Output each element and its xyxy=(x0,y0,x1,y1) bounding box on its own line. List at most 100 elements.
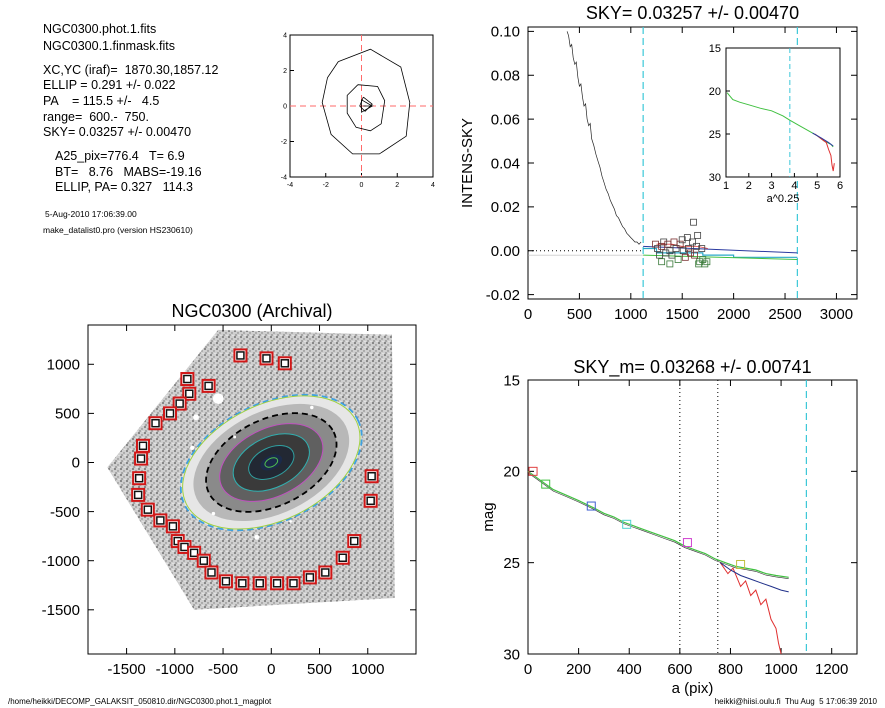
sky-x-tick-label: 500 xyxy=(567,306,592,323)
sky-sample-square xyxy=(666,260,674,268)
mask-box-inner xyxy=(199,556,209,565)
sky-y-tick-label: -0.02 xyxy=(486,287,520,304)
mag-x-tick-label: 0 xyxy=(524,661,532,678)
mag-marker-square xyxy=(586,501,596,511)
intensity-profile-line xyxy=(566,31,642,245)
galaxy-y-tick-label: 1000 xyxy=(47,357,80,374)
mask-box-inner xyxy=(221,577,231,586)
inset-y-tick-label: 25 xyxy=(709,129,721,141)
mask-box-inner xyxy=(175,399,184,408)
contour-x-tick-label: 0 xyxy=(360,182,364,189)
mag-green-profile xyxy=(527,470,789,578)
mask-box-inner xyxy=(366,496,375,506)
sky-sample-square xyxy=(690,218,697,226)
sky-sample-square xyxy=(683,234,691,241)
footer-signature: heikki@hiisi.oulu.fi Thu Aug 5 17:06:39 … xyxy=(714,697,877,706)
sky-x-tick-label: 0 xyxy=(524,306,532,323)
sky-sample-square xyxy=(674,256,682,263)
galaxy-field xyxy=(107,329,395,610)
mag-marker-square xyxy=(736,559,746,569)
info-line: range= 600.- 750. xyxy=(43,110,149,124)
mag-y-tick-label: 15 xyxy=(503,372,520,389)
inset-x-tick-label: 1 xyxy=(723,180,729,192)
mask-box-inner xyxy=(189,548,199,558)
mag-red-profile xyxy=(719,562,782,655)
footer-path: /home/heikki/DECOMP_GALAKSIT_050810.dir/… xyxy=(8,697,272,706)
isophote-ellipse xyxy=(219,423,324,502)
isophote-contour xyxy=(321,48,411,155)
contour-y-tick-label: 0 xyxy=(283,104,287,111)
galaxy-x-tick-label: -1500 xyxy=(107,661,145,678)
program-version: make_datalist0.pro (version HS230610) xyxy=(43,225,193,235)
isophote-ellipse xyxy=(232,433,310,492)
isophote-ellipse xyxy=(205,412,338,513)
mag-marker-square xyxy=(682,538,692,548)
galaxy-y-tick-label: -1500 xyxy=(42,602,80,619)
mask-box-inner xyxy=(183,374,192,384)
inset-x-tick-label: 4 xyxy=(791,180,797,192)
info-line: ELLIP, PA= 0.327 114.3 xyxy=(55,180,193,194)
mask-box-inner xyxy=(262,354,271,363)
contour-x-tick-label: -4 xyxy=(287,182,293,189)
isophote-ellipse xyxy=(264,457,279,468)
sky-y-tick-label: 0.06 xyxy=(491,111,520,128)
galaxy-plot-frame xyxy=(87,324,417,655)
contour-y-tick-label: 2 xyxy=(283,68,287,75)
mag-x-label: a (pix) xyxy=(672,680,714,697)
mask-box-inner xyxy=(165,409,175,418)
mask-box-inner xyxy=(138,441,148,451)
info-line: A25_pix=776.4 T= 6.9 xyxy=(55,149,185,163)
mag-black-profile xyxy=(527,472,789,579)
inset-y-tick-label: 20 xyxy=(709,86,721,98)
mag-blue-profile xyxy=(720,562,789,593)
isophote-ellipse xyxy=(248,445,295,480)
masked-star xyxy=(254,534,260,540)
inset-y-tick-label: 15 xyxy=(709,43,721,55)
inset-x-tick-label: 6 xyxy=(837,180,843,192)
sky-sample-square xyxy=(703,258,711,266)
mag-y-tick-label: 25 xyxy=(503,555,520,572)
galaxy-x-tick-label: -1000 xyxy=(156,661,194,678)
galaxy-title: NGC0300 (Archival) xyxy=(171,301,332,321)
galaxy-body xyxy=(179,393,363,532)
mag-y-tick-label: 30 xyxy=(503,646,520,663)
contour-x-tick-label: 4 xyxy=(431,182,435,189)
mag-plot-frame xyxy=(527,379,858,655)
inset-frame xyxy=(725,47,841,178)
timestamp: 5-Aug-2010 17:06:39.00 xyxy=(45,209,137,219)
inset-red-profile xyxy=(814,133,835,172)
sky-sample-square xyxy=(654,245,661,252)
mag-y-tick-label: 20 xyxy=(503,464,520,481)
mag-marker-square xyxy=(528,466,538,476)
info-line: PA = 115.5 +/- 4.5 xyxy=(43,94,160,108)
galaxy-x-tick-label: 0 xyxy=(267,661,275,678)
sky-y-tick-label: 0.00 xyxy=(491,243,520,260)
inset-blue-profile xyxy=(812,132,834,147)
inset-x-tick-label: 2 xyxy=(746,180,752,192)
mask-box-inner xyxy=(367,471,376,481)
info-line: BT= 8.76 MABS=-19.16 xyxy=(55,165,202,179)
info-line: NGC0300.1.finmask.fits xyxy=(43,39,175,53)
galaxy-y-tick-label: -500 xyxy=(50,504,80,521)
isophote-contour xyxy=(346,84,386,132)
sky-level-steps xyxy=(643,247,798,258)
contour-y-tick-label: -2 xyxy=(281,139,287,146)
sky-sample-square xyxy=(693,242,701,250)
info-line: XC,YC (iraf)= 1870.30,1857.12 xyxy=(43,63,219,77)
sky-sample-square xyxy=(679,247,687,255)
sky-x-tick-label: 1000 xyxy=(614,306,647,323)
mag-x-tick-label: 800 xyxy=(718,661,743,678)
sky-sample-square xyxy=(689,238,696,246)
contour-x-tick-label: -2 xyxy=(323,182,329,189)
galaxy-x-tick-label: -500 xyxy=(208,661,238,678)
mask-box-inner xyxy=(133,490,143,500)
inset-x-tick-label: 3 xyxy=(769,180,775,192)
sky-title: SKY= 0.03257 +/- 0.00470 xyxy=(586,3,799,23)
sky-y-tick-label: 0.08 xyxy=(491,68,520,85)
sky-x-tick-label: 2500 xyxy=(768,306,801,323)
mask-box-inner xyxy=(207,568,216,577)
sky-sample-square xyxy=(681,253,689,261)
sky-sample-square xyxy=(672,245,680,252)
